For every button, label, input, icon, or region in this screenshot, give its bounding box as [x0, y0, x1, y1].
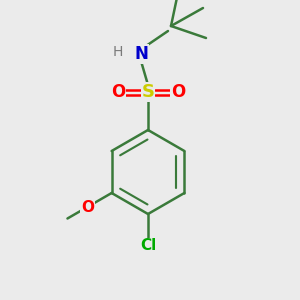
Text: O: O [81, 200, 94, 214]
Text: O: O [111, 83, 125, 101]
Text: Cl: Cl [140, 238, 156, 253]
Text: H: H [113, 45, 123, 59]
Text: S: S [142, 83, 154, 101]
Text: O: O [171, 83, 185, 101]
Text: N: N [134, 45, 148, 63]
